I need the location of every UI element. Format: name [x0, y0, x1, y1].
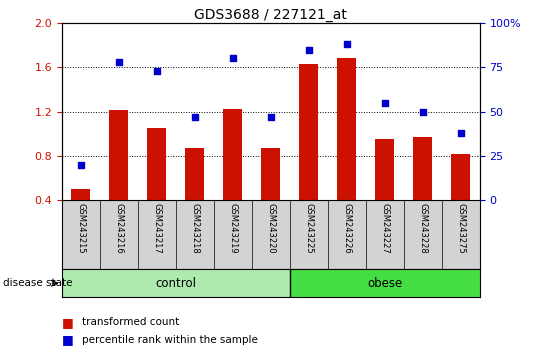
Text: obese: obese [367, 277, 403, 290]
Bar [148, 128, 167, 200]
Text: GSM243226: GSM243226 [342, 204, 351, 254]
Point [457, 130, 465, 136]
Point [77, 162, 85, 167]
Text: disease state: disease state [3, 278, 72, 288]
Bar [375, 139, 394, 200]
Title: GDS3688 / 227121_at: GDS3688 / 227121_at [195, 8, 347, 22]
Text: control: control [155, 277, 196, 290]
Bar [72, 189, 91, 200]
Text: GSM243275: GSM243275 [456, 204, 465, 254]
Text: ■: ■ [62, 333, 74, 346]
Point [418, 109, 427, 114]
Text: GSM243218: GSM243218 [190, 204, 199, 254]
Text: ■: ■ [62, 316, 74, 329]
Bar [299, 64, 319, 200]
Text: GSM243228: GSM243228 [418, 204, 427, 254]
Bar [413, 137, 432, 200]
Bar [223, 109, 243, 200]
Text: GSM243227: GSM243227 [381, 204, 389, 254]
Point [115, 59, 123, 65]
Text: GSM243216: GSM243216 [114, 204, 123, 254]
Bar [261, 148, 280, 200]
Point [381, 100, 389, 105]
Bar [109, 110, 128, 200]
Bar [337, 58, 356, 200]
Bar [451, 154, 470, 200]
Text: GSM243217: GSM243217 [153, 204, 161, 254]
Point [229, 56, 237, 61]
Text: GSM243219: GSM243219 [229, 204, 237, 254]
Text: GSM243225: GSM243225 [305, 204, 313, 254]
Point [342, 41, 351, 47]
Text: GSM243215: GSM243215 [77, 204, 86, 254]
Bar [185, 148, 204, 200]
Point [191, 114, 199, 120]
Bar [290, 269, 480, 297]
Point [153, 68, 161, 74]
Text: transformed count: transformed count [82, 317, 179, 327]
Text: percentile rank within the sample: percentile rank within the sample [82, 335, 258, 345]
Point [266, 114, 275, 120]
Bar [62, 269, 290, 297]
Point [305, 47, 313, 52]
Text: GSM243220: GSM243220 [266, 204, 275, 254]
